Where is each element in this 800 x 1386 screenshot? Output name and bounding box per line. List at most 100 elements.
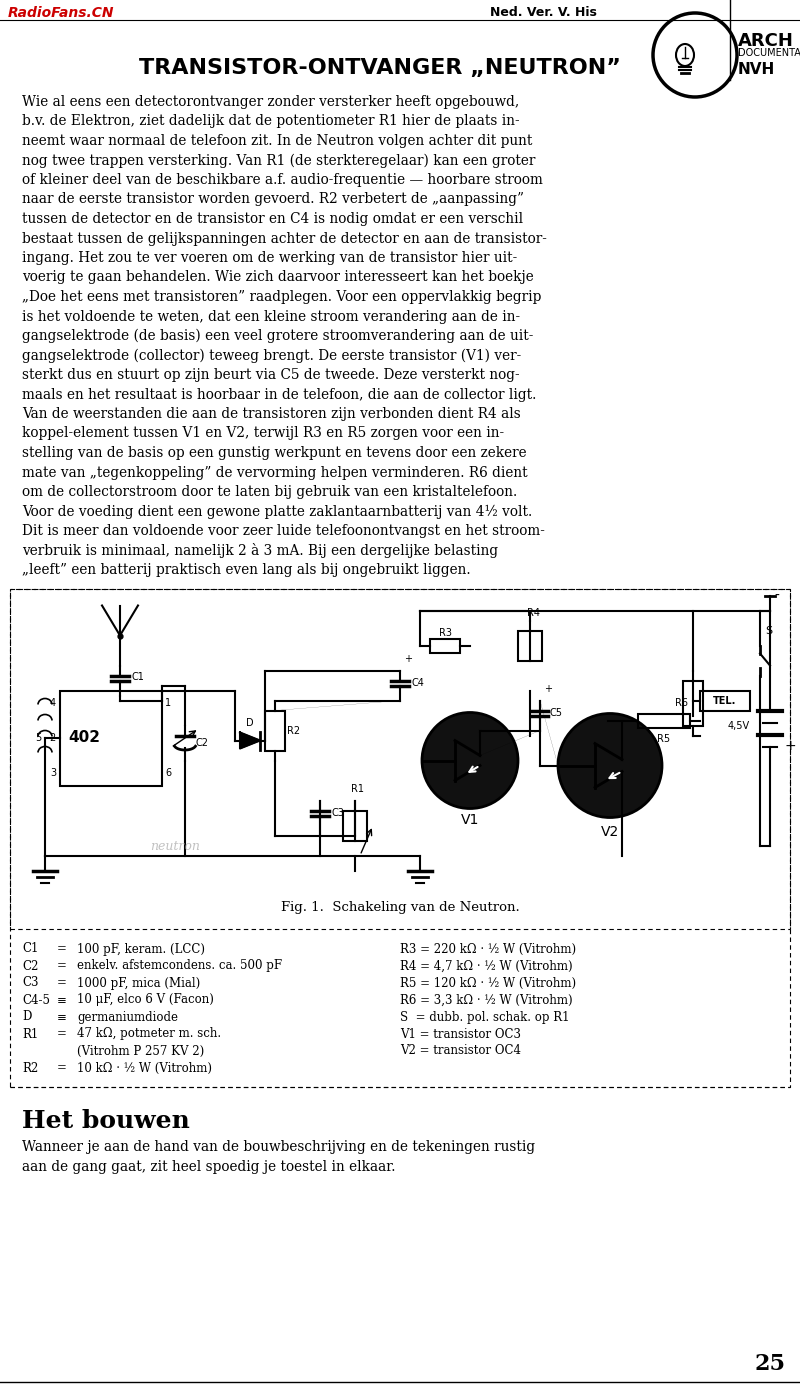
Bar [10,589,790,929]
Text: voerig te gaan behandelen. Wie zich daarvoor interesseert kan het boekje: voerig te gaan behandelen. Wie zich daar… [22,270,534,284]
Text: mate van „tegenkoppeling” de vervorming helpen verminderen. R6 dient: mate van „tegenkoppeling” de vervorming … [22,466,528,480]
Text: gangselektrode (de basis) een veel grotere stroomverandering aan de uit-: gangselektrode (de basis) een veel grote… [22,328,534,344]
Text: 3: 3 [50,768,56,779]
Text: NVH: NVH [738,62,775,78]
Text: R4: R4 [526,607,539,618]
Text: S  = dubb. pol. schak. op R1: S = dubb. pol. schak. op R1 [400,1010,570,1023]
Text: verbruik is minimaal, namelijk 2 à 3 mA. Bij een dergelijke belasting: verbruik is minimaal, namelijk 2 à 3 mA.… [22,543,498,559]
Text: R1: R1 [351,784,365,794]
Text: R6 = 3,3 kΩ · ½ W (Vitrohm): R6 = 3,3 kΩ · ½ W (Vitrohm) [400,994,573,1006]
Text: ≡: ≡ [57,994,67,1006]
Text: TRANSISTOR-ONTVANGER „NEUTRON”: TRANSISTOR-ONTVANGER „NEUTRON” [139,58,621,78]
Text: 1000 pF, mica (Mial): 1000 pF, mica (Mial) [77,977,200,990]
Text: -: - [774,589,779,603]
Bar [518,631,542,661]
Text: D: D [22,1010,31,1023]
Text: ≡: ≡ [57,1010,67,1023]
Text: Wanneer je aan de hand van de bouwbeschrijving en de tekeningen rustig: Wanneer je aan de hand van de bouwbeschr… [22,1141,535,1155]
Text: TEL.: TEL. [714,696,737,705]
Bar [700,690,750,711]
Text: 100 pF, keram. (LCC): 100 pF, keram. (LCC) [77,942,205,955]
Text: „leeft” een batterij praktisch even lang als bij ongebruikt liggen.: „leeft” een batterij praktisch even lang… [22,563,470,577]
Text: DOCUMENTAT: DOCUMENTAT [738,49,800,58]
Text: C1: C1 [22,942,38,955]
Text: =: = [57,1027,67,1041]
Text: aan de gang gaat, zit heel spoedig je toestel in elkaar.: aan de gang gaat, zit heel spoedig je to… [22,1160,395,1174]
Text: V2: V2 [601,825,619,839]
Text: V1 = transistor OC3: V1 = transistor OC3 [400,1027,521,1041]
Text: V1: V1 [461,814,479,827]
Text: „Doe het eens met transistoren” raadplegen. Voor een oppervlakkig begrip: „Doe het eens met transistoren” raadpleg… [22,290,542,304]
Text: R3 = 220 kΩ · ½ W (Vitrohm): R3 = 220 kΩ · ½ W (Vitrohm) [400,942,576,955]
Text: 2: 2 [50,733,56,743]
Text: C1: C1 [131,672,144,682]
Text: 6: 6 [165,768,171,779]
Text: =: = [57,1062,67,1074]
Text: C2: C2 [22,959,38,973]
Text: V2 = transistor OC4: V2 = transistor OC4 [400,1045,521,1058]
Bar [638,714,690,728]
Bar [60,690,162,786]
Text: Van de weerstanden die aan de transistoren zijn verbonden dient R4 als: Van de weerstanden die aan de transistor… [22,407,521,421]
Text: R3: R3 [438,628,451,638]
Bar [343,811,367,840]
Text: tussen de detector en de transistor en C4 is nodig omdat er een verschil: tussen de detector en de transistor en C… [22,212,523,226]
Circle shape [653,12,737,97]
Text: koppel-element tussen V1 en V2, terwijl R3 en R5 zorgen voor een in-: koppel-element tussen V1 en V2, terwijl … [22,427,504,441]
Text: neemt waar normaal de telefoon zit. In de Neutron volgen achter dit punt: neemt waar normaal de telefoon zit. In d… [22,134,532,148]
Text: C3: C3 [331,808,344,818]
Text: R5: R5 [658,735,670,744]
Text: naar de eerste transistor worden gevoerd. R2 verbetert de „aanpassing”: naar de eerste transistor worden gevoerd… [22,193,524,207]
Text: 10 μF, elco 6 V (Facon): 10 μF, elco 6 V (Facon) [77,994,214,1006]
Text: C5: C5 [550,707,563,718]
Text: sterkt dus en stuurt op zijn beurt via C5 de tweede. Deze versterkt nog-: sterkt dus en stuurt op zijn beurt via C… [22,369,520,383]
Text: C4-5: C4-5 [22,994,50,1006]
Text: om de collectorstroom door te laten bij gebruik van een kristaltelefoon.: om de collectorstroom door te laten bij … [22,485,518,499]
Bar [683,681,703,725]
Text: R6: R6 [675,699,688,708]
Text: R5 = 120 kΩ · ½ W (Vitrohm): R5 = 120 kΩ · ½ W (Vitrohm) [400,977,576,990]
Text: 47 kΩ, potmeter m. sch.: 47 kΩ, potmeter m. sch. [77,1027,221,1041]
Bar [265,711,285,750]
Text: =: = [57,977,67,990]
Text: nog twee trappen versterking. Van R1 (de sterkteregelaar) kan een groter: nog twee trappen versterking. Van R1 (de… [22,154,535,168]
Text: 4: 4 [50,697,56,707]
Text: of kleiner deel van de beschikbare a.f. audio-frequentie — hoorbare stroom: of kleiner deel van de beschikbare a.f. … [22,173,543,187]
Bar [10,589,790,1087]
Text: Wie al eens een detectorontvanger zonder versterker heeft opgebouwd,: Wie al eens een detectorontvanger zonder… [22,96,519,109]
Text: enkelv. afstemcondens. ca. 500 pF: enkelv. afstemcondens. ca. 500 pF [77,959,282,973]
Text: 1: 1 [165,697,171,707]
Text: 25: 25 [754,1353,785,1375]
Polygon shape [240,732,260,748]
Text: =: = [57,942,67,955]
Text: Het bouwen: Het bouwen [22,1109,190,1132]
Text: C2: C2 [196,739,209,748]
Text: gangselektrode (collector) teweeg brengt. De eerste transistor (V1) ver-: gangselektrode (collector) teweeg brengt… [22,348,522,363]
Text: R2: R2 [22,1062,38,1074]
Circle shape [422,712,518,808]
Text: ingang. Het zou te ver voeren om de werking van de transistor hier uit-: ingang. Het zou te ver voeren om de werk… [22,251,518,265]
Text: R2: R2 [287,725,300,736]
Text: 402: 402 [68,730,100,746]
Text: C4: C4 [411,678,424,687]
Text: b.v. de Elektron, ziet dadelijk dat de potentiometer R1 hier de plaats in-: b.v. de Elektron, ziet dadelijk dat de p… [22,115,520,129]
Text: Ned. Ver. V. His: Ned. Ver. V. His [490,6,597,19]
Text: 10 kΩ · ½ W (Vitrohm): 10 kΩ · ½ W (Vitrohm) [77,1062,212,1074]
Text: +: + [544,685,552,694]
Text: +: + [784,740,796,754]
Text: germaniumdiode: germaniumdiode [77,1010,178,1023]
Text: stelling van de basis op een gunstig werkpunt en tevens door een zekere: stelling van de basis op een gunstig wer… [22,446,526,460]
Text: 4,5V: 4,5V [728,721,750,730]
Text: ARCH: ARCH [738,32,794,50]
Text: R4 = 4,7 kΩ · ½ W (Vitrohm): R4 = 4,7 kΩ · ½ W (Vitrohm) [400,959,573,973]
Text: D: D [246,718,254,729]
Text: is het voldoende te weten, dat een kleine stroom verandering aan de in-: is het voldoende te weten, dat een klein… [22,309,520,323]
Text: Fig. 1.  Schakeling van de Neutron.: Fig. 1. Schakeling van de Neutron. [281,901,519,913]
Text: neutron: neutron [150,840,200,854]
Text: R1: R1 [22,1027,38,1041]
Text: bestaat tussen de gelijkspanningen achter de detector en aan de transistor-: bestaat tussen de gelijkspanningen achte… [22,231,547,245]
Text: RadioFans.CN: RadioFans.CN [8,6,114,19]
Text: Voor de voeding dient een gewone platte zaklantaarnbatterij van 4½ volt.: Voor de voeding dient een gewone platte … [22,505,532,518]
Text: Dit is meer dan voldoende voor zeer luide telefoonontvangst en het stroom-: Dit is meer dan voldoende voor zeer luid… [22,524,545,538]
Circle shape [558,714,662,818]
